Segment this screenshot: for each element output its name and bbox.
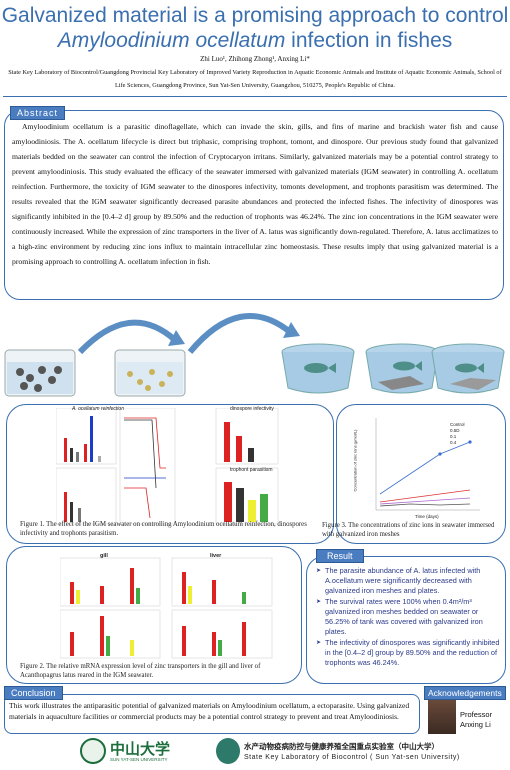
tank-iron-mesh: [431, 343, 505, 394]
tank-control: [281, 343, 355, 394]
result-list: The parasite abundance of A. latus infec…: [316, 566, 500, 669]
ack-name-line1: Professor: [460, 710, 493, 719]
fig3-legend: Control 0.5D 0.1 0.4: [450, 422, 465, 446]
result-item: The survival rates were 100% when 0.4m²/…: [316, 597, 500, 637]
lab-logo: [216, 738, 240, 764]
beaker-dark-meshes: [4, 349, 76, 397]
poster-title-line1: Galvanized material is a promising appro…: [1, 4, 509, 27]
authors: Zhi Luo¹, Zhihong Zhong¹, Anxing Li*: [200, 55, 310, 63]
figure1-caption: Figure 1. The effect of the IGM seawater…: [20, 521, 307, 537]
sysu-logo: [80, 738, 106, 764]
experiment-illustration: [4, 313, 505, 397]
figure2-caption: Figure 2. The relative mRNA expression l…: [20, 663, 261, 679]
arrow-head-left: [168, 330, 185, 346]
abstract-heading: Abstract: [10, 106, 66, 120]
figure2-panels: [60, 557, 273, 659]
university-name-cn: 中山大学: [110, 740, 171, 758]
curved-arrow-right: [187, 313, 292, 354]
conclusion-heading: Conclusion: [4, 686, 63, 700]
figure1-panels: [56, 408, 279, 525]
title-species: Amyloodinium ocellatum: [57, 29, 286, 52]
fig1-panel-a-label: A. ocellatum reinfection: [72, 406, 124, 412]
figure3-box: [336, 404, 506, 544]
conclusion-text: This work illustrates the antiparasitic …: [9, 701, 410, 721]
lab-name-cn: 水产动物疫病防控与健康养殖全国重点实验室（中山大学）: [244, 742, 439, 751]
arrow-head-right: [283, 322, 300, 338]
professor-photo: [428, 700, 456, 734]
ack-name-line2: Anxing Li: [460, 720, 491, 729]
conclusion-box: [4, 694, 420, 734]
fig3-legend-01: 0.1: [450, 434, 457, 439]
fig1-panel-c-label: trophont parasitism: [230, 467, 273, 473]
fig3-legend-control: Control: [450, 422, 465, 427]
lab-name-en: State Key Laboratory of Biocontrol ( Sun…: [244, 754, 460, 761]
figure3-caption: Figure 3. The concentrations of zinc ion…: [322, 522, 495, 538]
result-item: The parasite abundance of A. latus infec…: [316, 566, 500, 596]
fig2-gill-label: gill: [100, 553, 108, 559]
result-item: The infectivity of dinospores was signif…: [316, 638, 500, 668]
fig3-legend-04: 0.4: [450, 440, 457, 445]
acknowledgements-heading: Acknowledgements: [424, 686, 506, 700]
title-divider: [3, 96, 507, 97]
result-heading: Result: [316, 549, 364, 563]
abstract-box: [4, 110, 504, 300]
fig3-xlabel: Time (days): [415, 514, 439, 519]
fig2-liver-label: liver: [210, 553, 222, 559]
curved-arrow-left: [77, 319, 177, 355]
fig3-ylabel: Concentration of zinc ions (μmol/L): [352, 429, 358, 492]
affiliation: State Key Laboratory of Biocontrol/Guang…: [8, 69, 502, 89]
fig1-panel-b-label: dinospore infectivity: [230, 406, 274, 412]
figure3-chart: [375, 418, 480, 511]
abstract-text: Amyloodinium ocellatum is a parasitic di…: [12, 122, 498, 266]
tank-iron-plate: [365, 343, 439, 394]
title-rest: infection in fishes: [285, 29, 453, 52]
poster-title-line2: Amyloodinium ocellatum infection in fish…: [0, 29, 510, 53]
fig3-legend-05d: 0.5D: [450, 428, 460, 433]
beaker-dinospores: [114, 349, 186, 397]
university-name-en: SUN YAT-SEN UNIVERSITY: [110, 757, 168, 762]
